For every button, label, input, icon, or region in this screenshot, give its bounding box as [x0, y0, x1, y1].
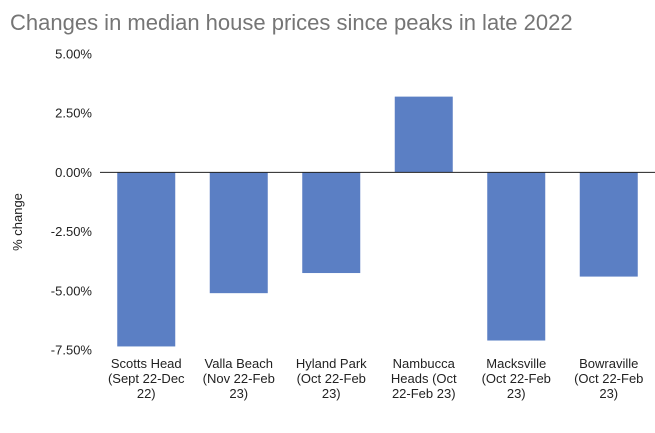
x-category-label-line: Valla Beach [205, 356, 273, 371]
x-category-label-line: (Oct 22-Feb [482, 371, 551, 386]
x-category-label: Bowraville (Oct 22-Feb 23) [574, 356, 643, 401]
x-category-label-line: Heads (Oct [391, 371, 457, 386]
x-category-label: Hyland Park (Oct 22-Feb 23) [296, 356, 367, 401]
x-category-label-line: 22) [137, 386, 156, 401]
y-tick-label: 0.00% [55, 165, 92, 180]
x-category-label: Nambucca Heads (Oct 22-Feb 23) [391, 356, 457, 401]
x-axis-labels: Scotts Head (Sept 22-Dec 22) Valla Beach (No… [108, 356, 643, 401]
x-category-label-line: Hyland Park [296, 356, 367, 371]
x-category-label-line: (Oct 22-Feb [574, 371, 643, 386]
y-axis-title: % change [10, 193, 25, 251]
y-axis-ticks: 5.00% 2.50% 0.00% -2.50% -5.00% -7.50% [51, 47, 93, 358]
x-category-label-line: 23) [507, 386, 526, 401]
chart-title: Changes in median house prices since pea… [10, 10, 573, 35]
y-tick-label: -5.00% [51, 283, 93, 298]
y-tick-label: -2.50% [51, 224, 93, 239]
x-category-label: Scotts Head (Sept 22-Dec 22) [108, 356, 185, 401]
x-category-label: Macksville (Oct 22-Feb 23) [482, 356, 551, 401]
x-category-label-line: (Oct 22-Feb [297, 371, 366, 386]
bars [117, 96, 638, 347]
y-tick-label: 2.50% [55, 106, 92, 121]
x-category-label-line: (Nov 22-Feb [203, 371, 275, 386]
x-category-label-line: Bowraville [579, 356, 638, 371]
bar [394, 96, 453, 173]
x-category-label-line: 23) [229, 386, 248, 401]
x-category-label-line: 23) [322, 386, 341, 401]
bar [579, 172, 638, 277]
x-category-label-line: 23) [599, 386, 618, 401]
bar [209, 172, 268, 294]
x-category-label-line: Scotts Head [111, 356, 182, 371]
x-category-label-line: (Sept 22-Dec [108, 371, 185, 386]
bar [487, 172, 546, 341]
x-category-label-line: Macksville [486, 356, 546, 371]
y-tick-label: -7.50% [51, 343, 93, 358]
bar [302, 172, 361, 274]
x-category-label: Valla Beach (Nov 22-Feb 23) [203, 356, 275, 401]
bar [117, 172, 176, 347]
x-category-label-line: 22-Feb 23) [392, 386, 456, 401]
y-tick-label: 5.00% [55, 47, 92, 62]
x-category-label-line: Nambucca [393, 356, 456, 371]
